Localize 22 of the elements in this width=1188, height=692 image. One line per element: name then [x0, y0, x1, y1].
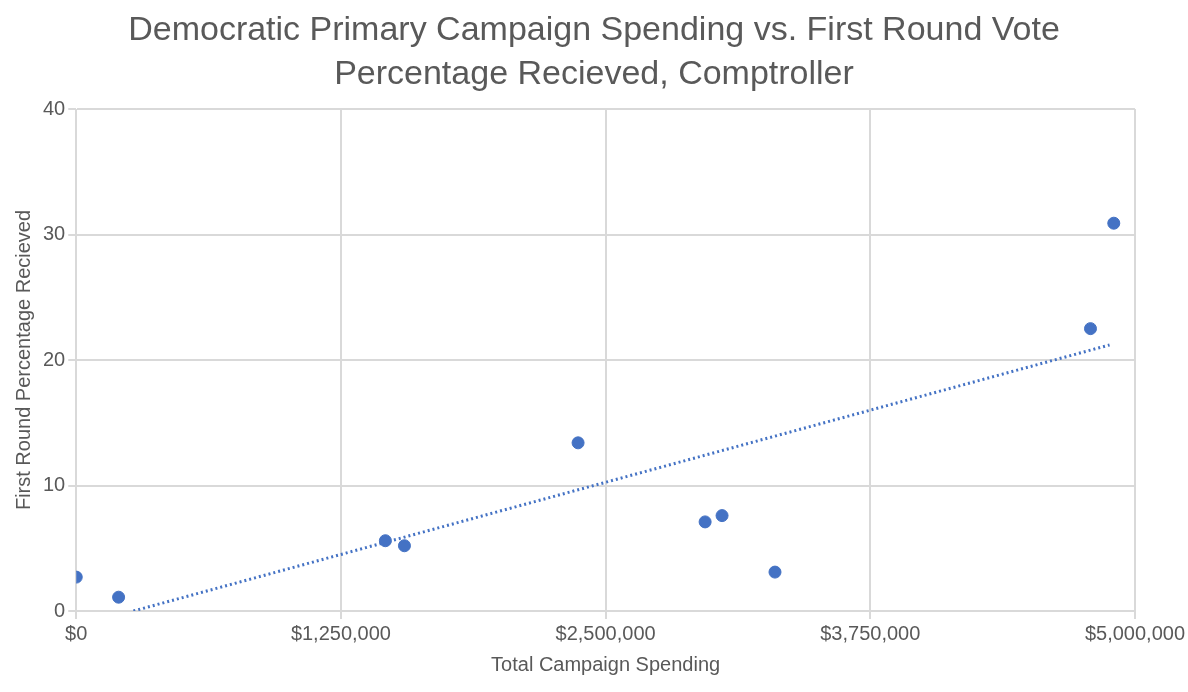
point	[768, 565, 782, 579]
y-tick-label: 40	[43, 96, 66, 119]
y-tick-label: 10	[43, 473, 66, 496]
point	[571, 436, 585, 450]
y-axis-title: First Round Percentage Recieved	[11, 209, 34, 511]
y-tick-label: 30	[43, 222, 66, 245]
y-tick-label: 0	[54, 598, 66, 621]
x-tick-label: $5,000,000	[1084, 621, 1186, 644]
x-tick-label: $3,750,000	[820, 621, 921, 644]
chart-title: Democratic Primary Campaign Spending vs. First Round Vote Percentage Recieved, Comptroller	[127, 8, 1061, 93]
point	[698, 515, 712, 529]
x-axis-title: Total Campaign Spending	[491, 652, 721, 675]
point	[1083, 322, 1097, 336]
point	[397, 539, 411, 553]
x-tick-label: $1,250,000	[290, 621, 391, 644]
point	[715, 509, 729, 523]
point	[1107, 216, 1121, 230]
point	[378, 534, 392, 548]
x-tick-label: $2,500,000	[555, 621, 656, 644]
x-tick-label: $0	[65, 621, 88, 644]
y-tick-label: 20	[43, 347, 66, 370]
point	[112, 590, 126, 604]
